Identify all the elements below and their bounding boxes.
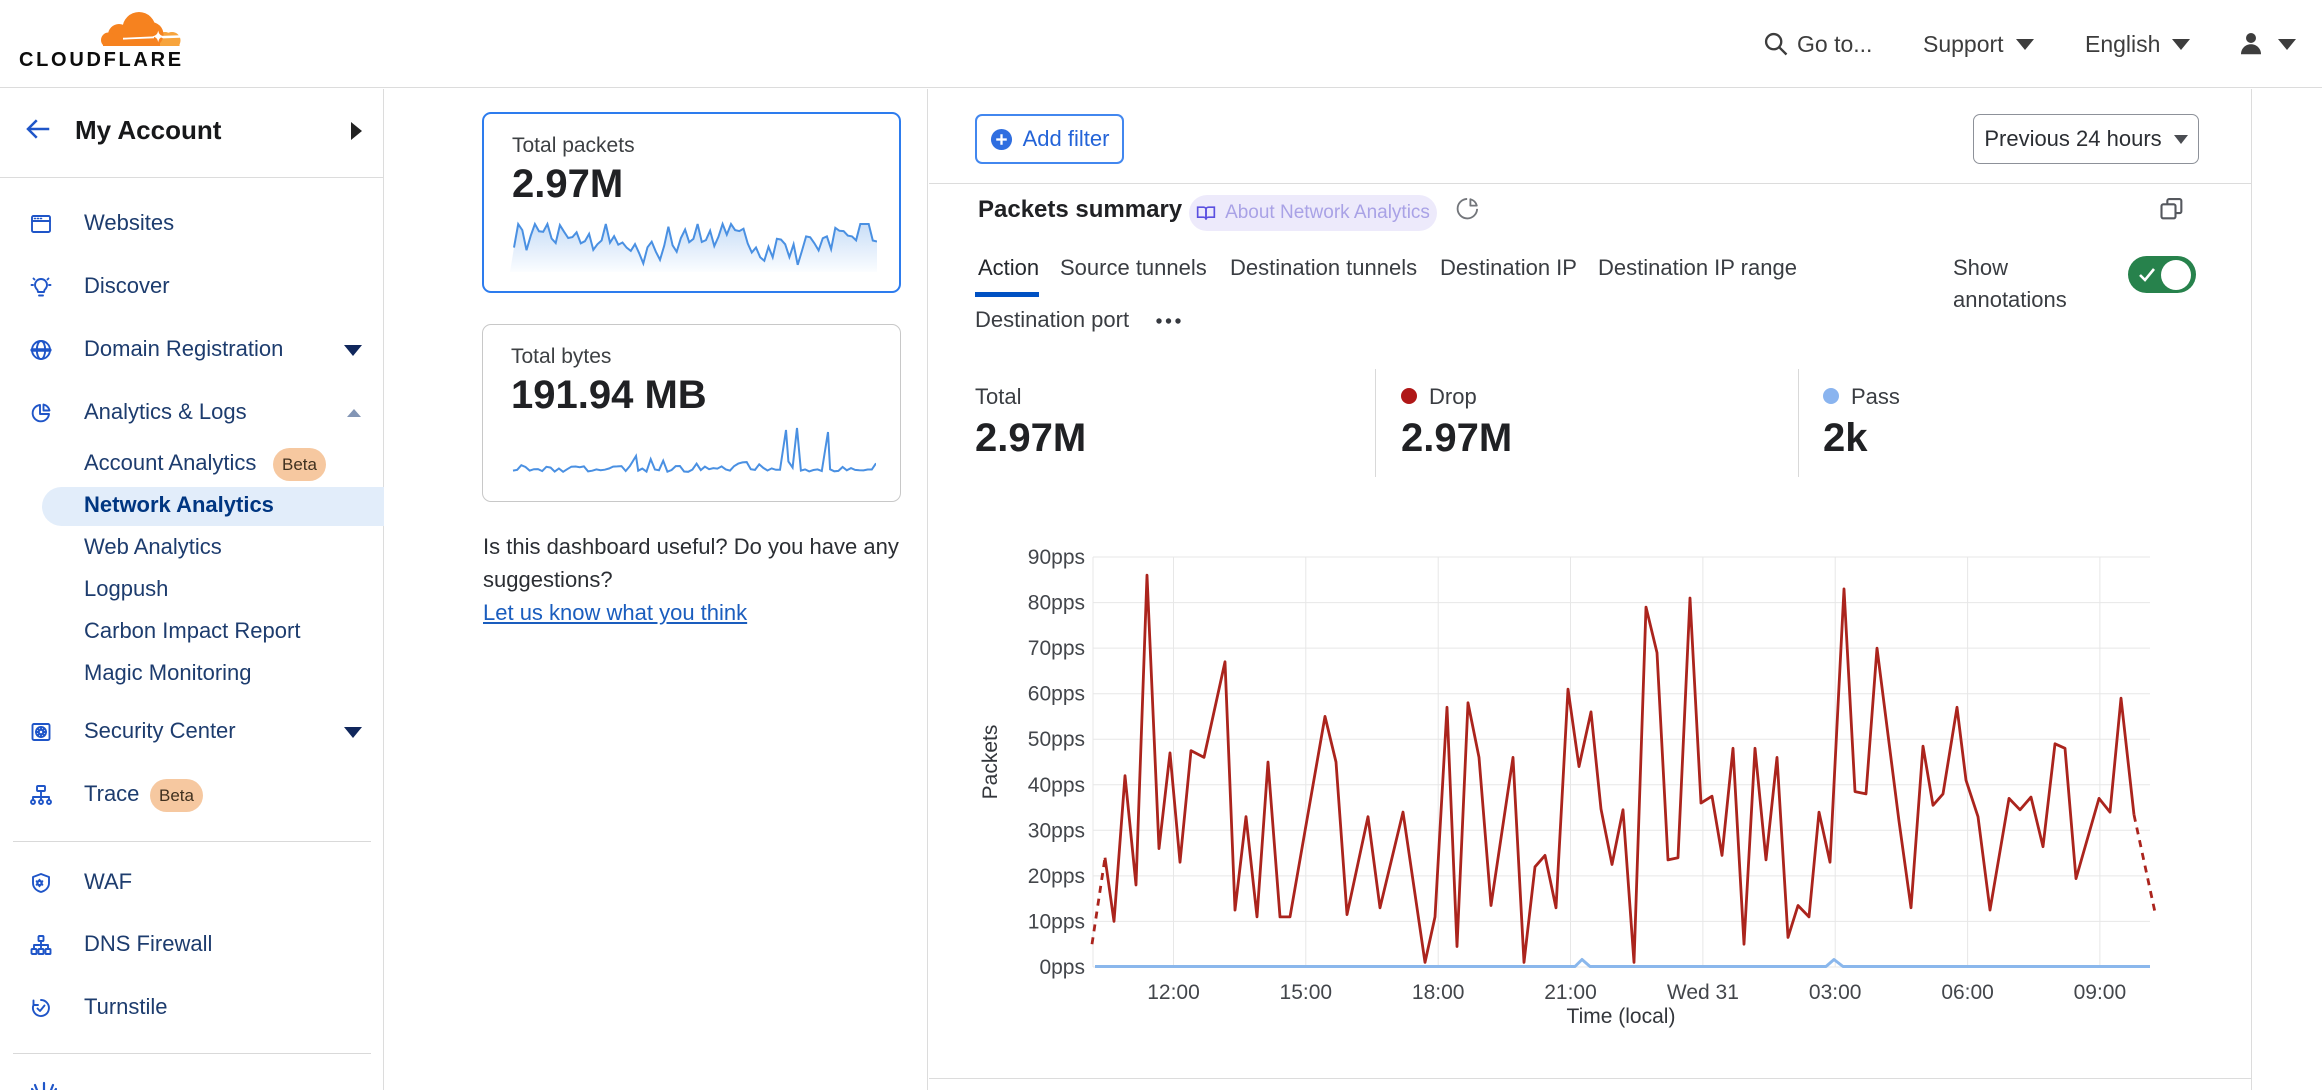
svg-text:0pps: 0pps [1039,956,1085,979]
svg-text:Packets: Packets [979,725,1002,800]
svg-text:18:00: 18:00 [1412,981,1465,1004]
svg-text:40pps: 40pps [1028,774,1085,797]
svg-text:20pps: 20pps [1028,865,1085,888]
svg-text:21:00: 21:00 [1544,981,1597,1004]
svg-text:12:00: 12:00 [1147,981,1200,1004]
svg-text:15:00: 15:00 [1280,981,1333,1004]
svg-text:10pps: 10pps [1028,910,1085,933]
svg-text:Wed 31: Wed 31 [1667,981,1739,1004]
svg-text:Time (local): Time (local) [1567,1005,1676,1028]
svg-text:70pps: 70pps [1028,637,1085,660]
svg-text:30pps: 30pps [1028,819,1085,842]
svg-text:CLOUDFLARE: CLOUDFLARE [19,49,184,71]
svg-text:09:00: 09:00 [2074,981,2127,1004]
svg-text:60pps: 60pps [1028,683,1085,706]
svg-text:90pps: 90pps [1028,546,1085,569]
svg-text:80pps: 80pps [1028,592,1085,615]
svg-text:50pps: 50pps [1028,728,1085,751]
svg-text:06:00: 06:00 [1941,981,1994,1004]
svg-text:03:00: 03:00 [1809,981,1862,1004]
